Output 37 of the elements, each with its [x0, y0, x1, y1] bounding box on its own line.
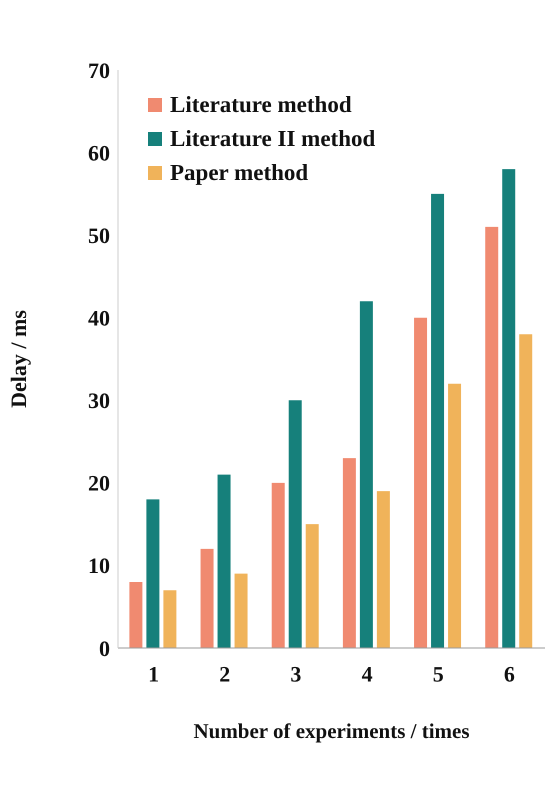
bar [502, 169, 516, 648]
y-tick-label: 50 [88, 222, 110, 248]
y-tick-label: 20 [88, 470, 110, 496]
y-axis-title: Delay / ms [6, 310, 31, 408]
bar [360, 301, 373, 648]
bar [129, 582, 142, 648]
y-tick-label: 40 [88, 306, 110, 331]
x-tick-label: 2 [219, 662, 230, 687]
bar [519, 334, 532, 648]
x-axis-title: Number of experiments / times [193, 719, 470, 743]
x-tick-label: 3 [290, 662, 302, 687]
bar [342, 458, 356, 648]
bar [306, 524, 319, 648]
bar [234, 574, 248, 648]
y-tick-label: 60 [88, 140, 110, 166]
y-tick-label: 70 [88, 58, 110, 83]
bar [414, 318, 428, 648]
y-tick-label: 10 [88, 553, 110, 578]
legend-label: Literature II method [170, 125, 376, 153]
x-tick-label: 1 [148, 662, 160, 687]
bar [272, 482, 285, 648]
x-tick-label: 5 [432, 662, 444, 687]
bar [218, 474, 231, 648]
bar [163, 590, 176, 648]
legend-label: Literature method [170, 91, 352, 119]
bar [146, 499, 160, 648]
legend-label: Paper method [170, 159, 308, 187]
bar [200, 548, 214, 648]
bar [376, 491, 390, 648]
y-tick-label: 0 [99, 636, 110, 661]
bar [485, 226, 498, 648]
x-tick-label: 4 [362, 662, 373, 687]
bar [288, 400, 302, 648]
bar [448, 384, 462, 648]
bar [431, 194, 444, 648]
x-tick-label: 6 [504, 662, 515, 687]
y-tick-label: 30 [88, 388, 110, 414]
